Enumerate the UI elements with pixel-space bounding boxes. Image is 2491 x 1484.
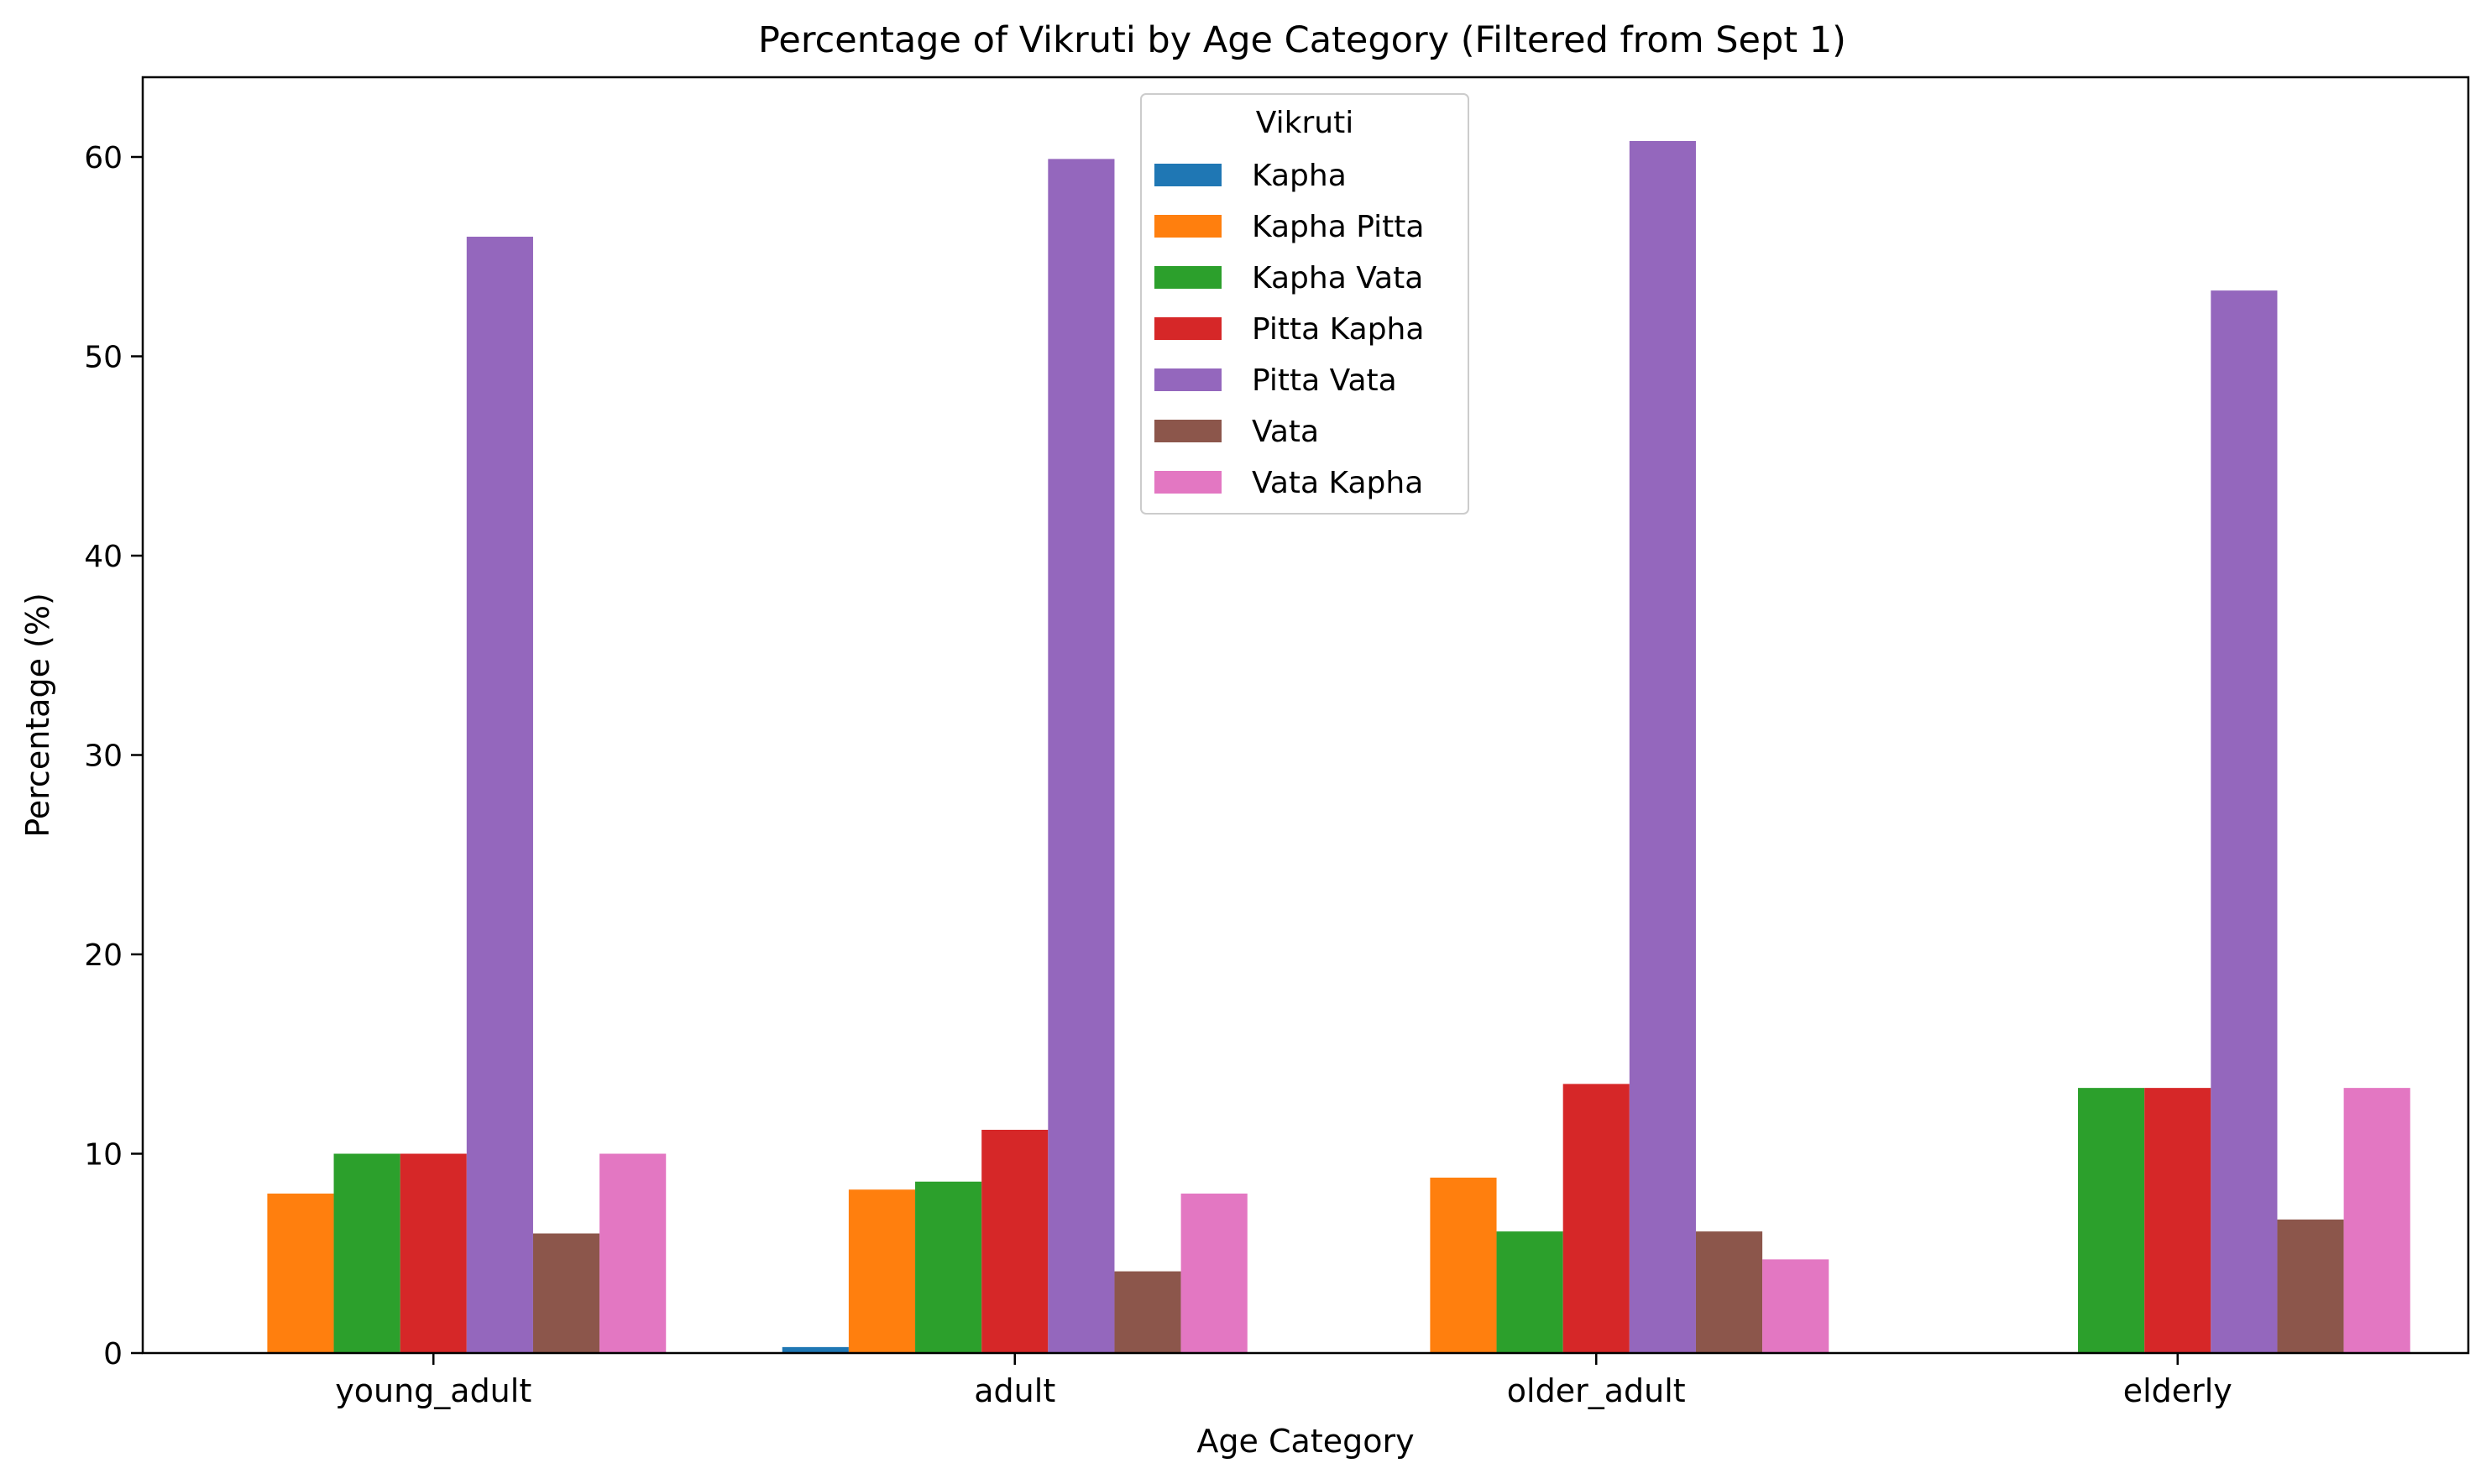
legend-box xyxy=(1140,93,1469,515)
chart-title: Percentage of Vikruti by Age Category (F… xyxy=(758,19,1846,61)
bar-pitta-vata-older-adult xyxy=(1629,141,1696,1353)
legend-label: Pitta Vata xyxy=(1252,363,1397,398)
x-tick-label: young_adult xyxy=(335,1372,531,1409)
legend-swatch xyxy=(1154,420,1222,442)
bar-pitta-vata-young-adult xyxy=(466,237,533,1353)
bar-pitta-kapha-adult xyxy=(981,1130,1049,1353)
legend-title: Vikruti xyxy=(1256,106,1353,140)
bar-vata-kapha-elderly xyxy=(2343,1088,2410,1353)
legend-swatch xyxy=(1154,266,1222,289)
bar-kapha-pitta-adult xyxy=(848,1189,916,1353)
y-tick-label: 0 xyxy=(103,1337,123,1372)
y-tick-label: 20 xyxy=(84,938,123,973)
bar-pitta-vata-adult xyxy=(1048,159,1115,1353)
bar-pitta-kapha-older-adult xyxy=(1562,1084,1630,1353)
bar-kapha-adult xyxy=(782,1346,849,1353)
y-tick-label: 10 xyxy=(84,1138,123,1173)
legend-label: Vata xyxy=(1252,415,1319,449)
legend-label: Kapha Vata xyxy=(1252,261,1423,295)
plot-frame xyxy=(141,76,2470,1355)
y-tick-label: 50 xyxy=(84,341,123,375)
y-tick-label: 60 xyxy=(84,141,123,175)
y-axis: 0 10 20 30 40 50 60 xyxy=(84,141,143,1372)
bar-vata-elderly xyxy=(2277,1219,2344,1353)
x-axis-label: Age Category xyxy=(1196,1423,1414,1460)
bar-kapha-vata-adult xyxy=(915,1181,982,1353)
bar-vata-kapha-older-adult xyxy=(1762,1259,1829,1353)
legend-label: Kapha xyxy=(1252,159,1347,193)
bar-kapha-vata-elderly xyxy=(2078,1088,2145,1353)
legend-swatch xyxy=(1154,164,1222,186)
bar-pitta-vata-elderly xyxy=(2211,290,2278,1353)
x-tick-label: adult xyxy=(974,1372,1055,1409)
bar-vata-kapha-young-adult xyxy=(599,1153,667,1353)
bar-kapha-vata-older-adult xyxy=(1496,1231,1563,1353)
legend-swatch xyxy=(1154,368,1222,391)
y-axis-label: Percentage (%) xyxy=(19,593,56,838)
bar-vata-kapha-adult xyxy=(1180,1194,1248,1353)
bar-kapha-pitta-young-adult xyxy=(267,1194,334,1353)
legend-swatch xyxy=(1154,317,1222,340)
x-tick-label: elderly xyxy=(2123,1372,2232,1409)
bar-vata-adult xyxy=(1114,1271,1181,1353)
x-tick-label: older_adult xyxy=(1507,1372,1686,1409)
legend-swatch xyxy=(1154,471,1222,494)
bar-pitta-kapha-young-adult xyxy=(400,1153,467,1353)
legend-label: Kapha Pitta xyxy=(1252,210,1424,244)
bars-group xyxy=(267,141,2410,1353)
bar-vata-older-adult xyxy=(1695,1231,1763,1353)
x-axis: young_adult adult older_adult elderly xyxy=(335,1353,2232,1409)
y-tick-label: 30 xyxy=(84,739,123,774)
bar-kapha-vata-young-adult xyxy=(333,1153,400,1353)
bar-kapha-pitta-older-adult xyxy=(1430,1178,1497,1353)
legend: Vikruti Kapha Kapha Pitta Kapha Vata Pitta K… xyxy=(1140,93,1469,515)
bar-pitta-kapha-elderly xyxy=(2144,1088,2211,1353)
y-tick-label: 40 xyxy=(84,540,123,574)
bar-vata-young-adult xyxy=(532,1233,600,1353)
legend-label: Vata Kapha xyxy=(1252,466,1423,500)
legend-label: Pitta Kapha xyxy=(1252,312,1424,347)
legend-swatch xyxy=(1154,215,1222,238)
